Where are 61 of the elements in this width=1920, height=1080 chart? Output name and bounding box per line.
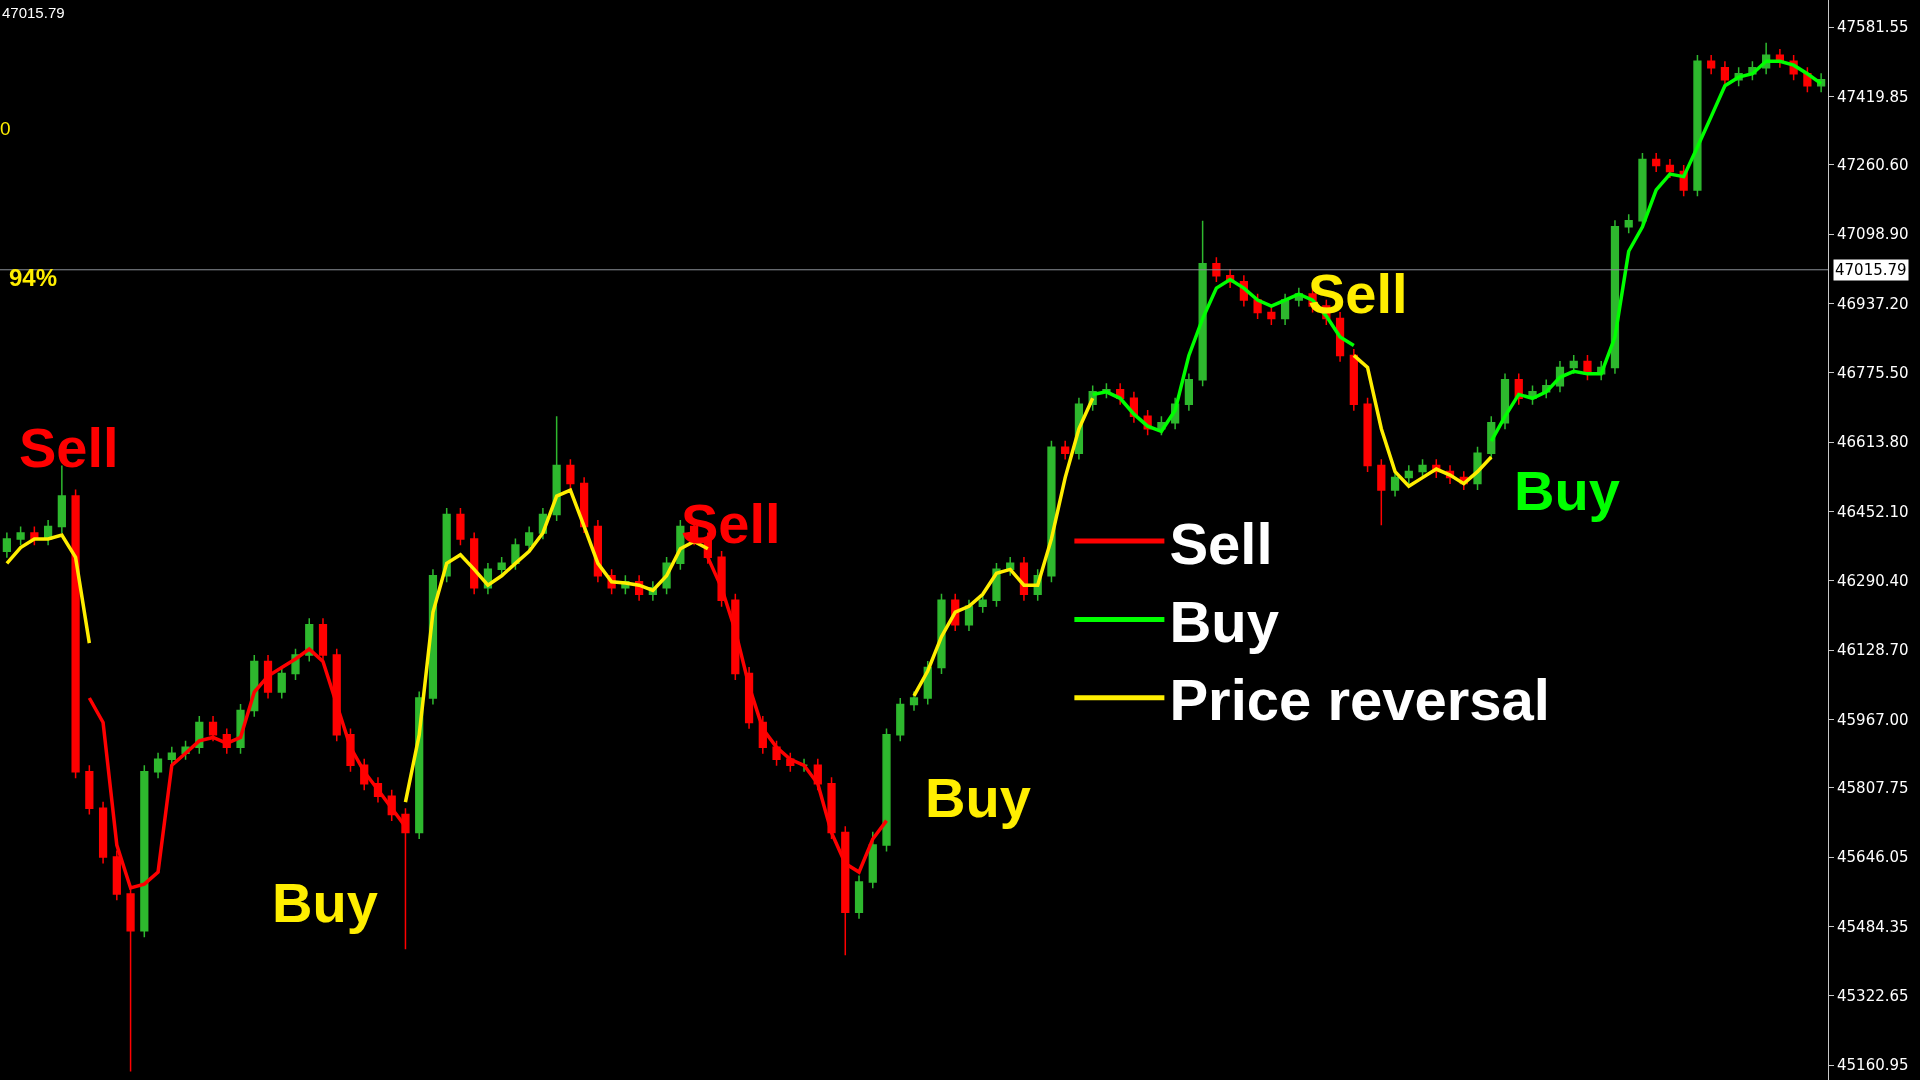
annotation: 0	[0, 118, 11, 139]
candlestick	[98, 801, 108, 865]
y-tick-label: 45322.65	[1837, 986, 1909, 1005]
candlestick	[1377, 458, 1386, 526]
candlestick	[868, 831, 877, 890]
legend-label: Sell	[1169, 510, 1273, 576]
y-tick-label: 47581.55	[1837, 18, 1909, 37]
candlestick	[1624, 213, 1633, 234]
candlestick	[854, 874, 864, 920]
annotation: Buy	[925, 766, 1031, 829]
candlestick	[882, 727, 891, 853]
y-tick-label: 46128.70	[1837, 641, 1909, 660]
candlestick	[1652, 152, 1661, 173]
y-tick-label: 45484.35	[1837, 917, 1909, 936]
candlestick	[827, 776, 836, 840]
ref-line-label: 47015.79	[1835, 261, 1907, 279]
candlestick	[1404, 464, 1413, 485]
candlestick	[909, 690, 919, 712]
candlestick	[456, 507, 465, 547]
candlestick	[1198, 220, 1207, 388]
y-tick-label: 45646.05	[1837, 848, 1909, 867]
y-tick-label: 46775.50	[1837, 364, 1909, 383]
annotation: 47015.79	[2, 4, 65, 21]
annotation: Buy	[1514, 459, 1620, 522]
y-tick-label: 47260.60	[1837, 156, 1909, 175]
annotation: Sell	[19, 416, 119, 479]
candlestick	[1061, 440, 1070, 461]
legend-label: Buy	[1169, 589, 1279, 655]
y-tick-label: 47419.85	[1837, 87, 1909, 106]
candlestick	[1349, 348, 1358, 412]
candlestick	[1363, 397, 1372, 473]
candlestick	[85, 764, 94, 816]
candlestick	[2, 531, 11, 559]
y-tick-label: 46290.40	[1837, 572, 1909, 591]
candlestick	[71, 488, 80, 779]
y-tick-label: 46452.10	[1837, 502, 1909, 521]
candlestick	[566, 458, 575, 491]
candlestick	[1665, 158, 1675, 179]
candlestick	[208, 715, 218, 743]
candlestick	[16, 525, 25, 547]
candlestick	[1720, 60, 1730, 87]
candlestick	[140, 764, 149, 938]
y-tick-label: 46937.20	[1837, 294, 1909, 313]
y-tick-label: 45807.75	[1837, 778, 1909, 797]
candlestick	[896, 697, 905, 743]
candlestick	[1707, 54, 1716, 75]
annotation: Sell	[681, 492, 781, 555]
candlestick	[153, 752, 163, 779]
annotation: Sell	[1308, 262, 1408, 325]
y-tick-label: 45967.00	[1837, 710, 1909, 729]
y-tick-label: 47098.90	[1837, 225, 1909, 244]
candlestick	[1418, 458, 1427, 479]
y-tick-label: 46613.80	[1837, 433, 1909, 452]
legend-label: Price reversal	[1169, 667, 1550, 733]
annotation: Buy	[272, 871, 378, 934]
candlestick	[1693, 54, 1702, 198]
candlestick	[277, 666, 286, 700]
y-tick-label: 45160.95	[1837, 1056, 1909, 1075]
candlestick	[470, 531, 479, 595]
candlestick	[1184, 372, 1193, 412]
annotation: 94%	[9, 264, 58, 291]
